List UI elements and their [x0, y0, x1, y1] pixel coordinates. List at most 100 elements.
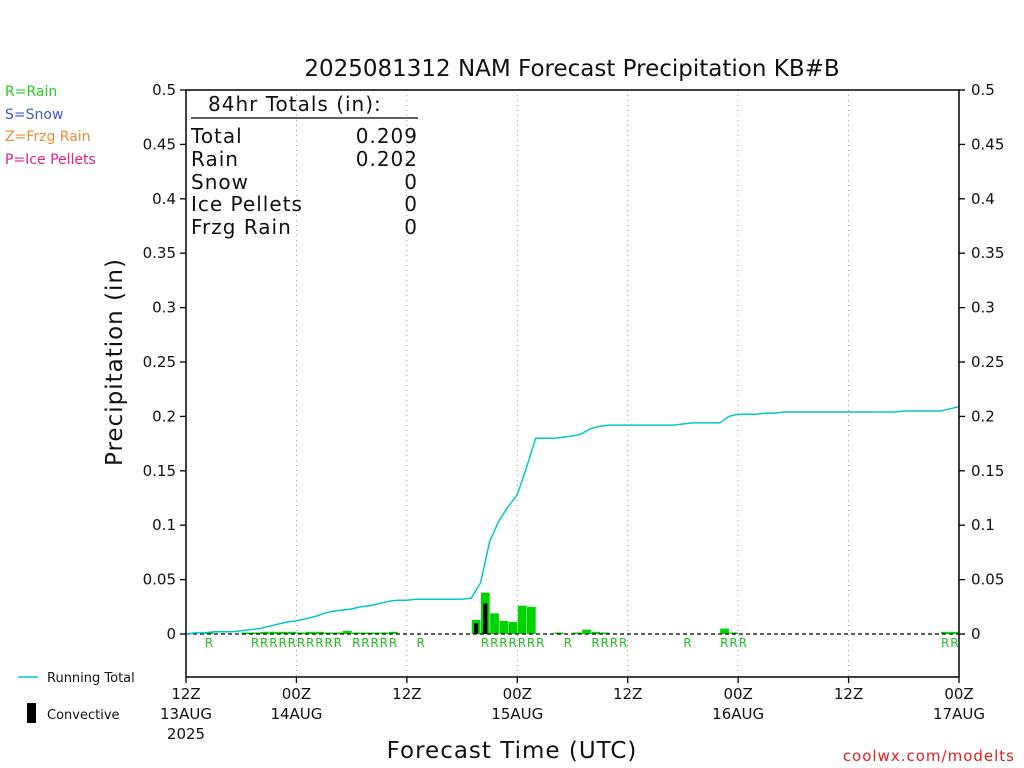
y-tick-label-left: 0.25: [143, 353, 176, 371]
ptype-marker-rain: R: [509, 636, 517, 650]
totals-value-ice-pellets: 0: [404, 192, 418, 216]
ptype-marker-rain: R: [269, 636, 277, 650]
y-tick-label-right: 0: [971, 625, 981, 643]
convective-bars: [474, 603, 488, 634]
y-tick-label-right: 0.5: [971, 81, 995, 99]
ptype-marker-rain: R: [683, 636, 691, 650]
rain-bar: [582, 629, 591, 634]
ptype-marker-rain: R: [619, 636, 627, 650]
ptype-legend-ice-pellets: P=Ice Pellets: [5, 152, 96, 168]
y-tick-label-right: 0.45: [971, 135, 1004, 153]
rain-bar: [333, 632, 343, 634]
ptype-marker-rain: R: [564, 636, 572, 650]
rain-bar: [941, 631, 950, 634]
ptype-marker-rain: R: [306, 636, 314, 650]
ptype-marker-rain: R: [297, 636, 305, 650]
x-tick-label: 00Z: [723, 685, 752, 703]
rain-bar: [600, 632, 610, 634]
y-tick-label-left: 0.45: [143, 135, 176, 153]
rain-bar: [204, 632, 214, 634]
y-tick-label-left: 0.1: [152, 516, 176, 534]
rain-bar: [950, 631, 959, 634]
ptype-marker-rain: R: [527, 636, 535, 650]
running-total-legend-label: Running Total: [47, 671, 135, 686]
x-tick-date: 16AUG: [712, 705, 764, 723]
ptype-marker-rain: R: [536, 636, 544, 650]
rain-bar: [315, 631, 325, 634]
rain-bar: [278, 631, 288, 634]
y-tick-label-left: 0.4: [152, 190, 176, 208]
ptype-marker-rain: R: [481, 636, 489, 650]
ptype-marker-rain: R: [950, 636, 958, 650]
y-tick-label-left: 0.15: [143, 462, 176, 480]
ptype-marker-rain: R: [352, 636, 360, 650]
rain-bar: [508, 622, 518, 634]
chart-title: 2025081312 NAM Forecast Precipitation KB…: [304, 56, 839, 82]
rain-bar: [526, 606, 536, 634]
ptype-marker-rain: R: [389, 636, 397, 650]
convective-legend-label: Convective: [47, 708, 120, 723]
rain-bar: [306, 631, 315, 634]
totals-box: 84hr Totals (in): Total 0.209 Rain 0.202…: [190, 92, 418, 239]
x-axis: 12Z 13AUG 2025 00Z 14AUG 12Z 00Z 15AUG 12Z 00Z 16A…: [160, 677, 985, 743]
rain-bar: [250, 632, 260, 634]
x-tick-label: 12Z: [392, 685, 421, 703]
rain-bar: [499, 620, 509, 634]
ptype-marker-rain: R: [518, 636, 526, 650]
y-tick-label-left: 0.2: [152, 407, 176, 425]
y-tick-label-right: 0.25: [971, 353, 1004, 371]
ptype-marker-rain: R: [370, 636, 378, 650]
y-axis-title: Precipitation (in): [102, 258, 128, 466]
rain-bar: [572, 632, 582, 634]
x-tick-date: 14AUG: [270, 705, 322, 723]
ptype-marker-rain: R: [278, 636, 286, 650]
y-tick-label-left: 0: [166, 625, 176, 643]
rain-bar: [324, 632, 334, 634]
convective-bar: [483, 603, 488, 634]
totals-label-rain: Rain: [191, 147, 239, 171]
y-tick-label-left: 0.3: [152, 299, 176, 317]
rain-bar: [260, 631, 269, 634]
x-tick-date: 17AUG: [933, 705, 985, 723]
totals-label-total: Total: [190, 124, 243, 148]
ptype-legend: R=Rain S=Snow Z=Frzg Rain P=Ice Pellets: [5, 84, 96, 168]
ptype-marker-rain: R: [729, 636, 737, 650]
y-tick-label-right: 0.4: [971, 190, 995, 208]
ptype-legend-rain: R=Rain: [5, 84, 57, 100]
ptype-marker-rain: R: [315, 636, 323, 650]
convective-legend-swatch: [27, 703, 36, 723]
y-tick-label-right: 0.15: [971, 462, 1004, 480]
ptype-marker-rain: R: [499, 636, 507, 650]
ptype-legend-frzg-rain: Z=Frzg Rain: [5, 129, 91, 145]
totals-value-snow: 0: [404, 170, 418, 194]
ptype-marker-rain: R: [591, 636, 599, 650]
totals-value-rain: 0.202: [356, 147, 418, 171]
totals-label-ice-pellets: Ice Pellets: [191, 192, 303, 216]
rain-bar: [352, 632, 361, 634]
rain-bar: [554, 632, 564, 634]
rain-bar: [517, 605, 527, 634]
ptype-marker-rain: R: [260, 636, 268, 650]
rain-bar: [388, 631, 398, 634]
x-tick-label: 00Z: [944, 685, 973, 703]
y-axis-right: 0 0.05 0.1 0.15 0.2 0.25 0.3 0.35 0.4 0.45 0.5: [959, 81, 1004, 643]
rain-bar: [591, 631, 601, 634]
convective-bar: [474, 623, 479, 634]
credit-text: coolwx.com/modelts: [843, 747, 1015, 765]
ptype-marker-rain: R: [601, 636, 609, 650]
x-tick-label: 12Z: [613, 685, 642, 703]
ptype-marker-rain: R: [324, 636, 332, 650]
totals-label-snow: Snow: [191, 170, 249, 194]
plot-frame: [185, 89, 960, 678]
ptype-marker-rain: R: [205, 636, 213, 650]
x-tick-year: 2025: [167, 725, 205, 743]
grid-lines: [295, 90, 850, 677]
rain-bar: [241, 632, 251, 634]
y-tick-label-left: 0.5: [152, 81, 176, 99]
x-tick-date: 13AUG: [160, 705, 212, 723]
series-legend: Running Total Convective: [18, 671, 135, 723]
x-tick-label: 00Z: [503, 685, 532, 703]
rain-bar: [342, 630, 352, 634]
y-tick-label-right: 0.2: [971, 407, 995, 425]
y-tick-label-left: 0.05: [143, 571, 176, 589]
